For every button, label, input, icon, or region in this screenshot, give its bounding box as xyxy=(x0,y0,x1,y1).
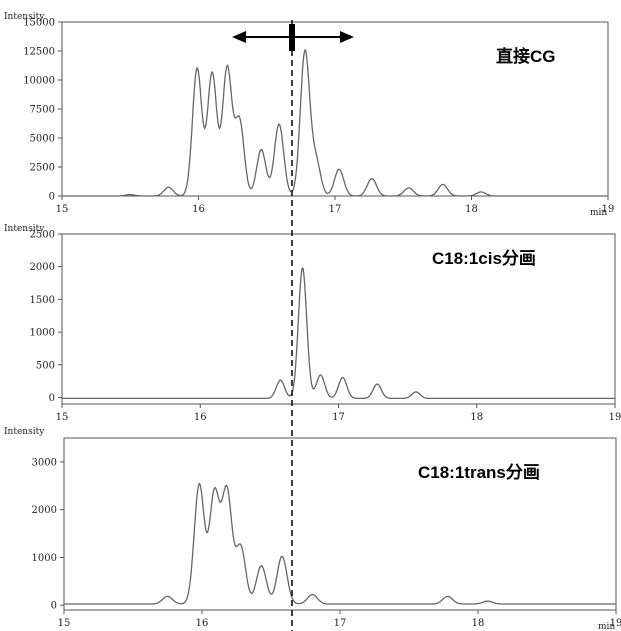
x-ticks: 15 16 17 18 19 xyxy=(56,196,615,215)
x-tick-label: 16 xyxy=(196,618,209,629)
y-ticks: 0 2500 5000 7500 10000 12500 15000 xyxy=(23,18,62,203)
x-tick-label: 17 xyxy=(332,412,345,423)
x-ticks: 15 16 17 18 19 xyxy=(56,404,621,423)
x-tick-label: 16 xyxy=(192,204,205,215)
x-tick-label: 18 xyxy=(472,618,485,629)
chromatogram-trace xyxy=(62,48,608,197)
y-tick-label: 2000 xyxy=(30,262,55,273)
y-axis-label: Intensity xyxy=(4,12,45,22)
y-tick-label: 500 xyxy=(36,360,55,371)
y-tick-label: 1500 xyxy=(30,295,55,306)
x-tick-label: 18 xyxy=(465,204,478,215)
x-tick-label: 16 xyxy=(194,412,207,423)
x-tick-label: 19 xyxy=(610,618,621,629)
y-ticks: 0 500 1000 1500 2000 2500 xyxy=(30,230,62,404)
double-arrow-icon xyxy=(232,24,354,51)
y-tick-label: 0 xyxy=(51,601,57,612)
x-tick-label: 19 xyxy=(609,412,621,423)
y-ticks: 0 1000 2000 3000 xyxy=(32,457,64,612)
x-axis-unit: min xyxy=(590,208,607,218)
x-tick-label: 18 xyxy=(470,412,483,423)
y-tick-label: 0 xyxy=(49,192,55,203)
y-tick-label: 0 xyxy=(49,393,55,404)
y-tick-label: 15000 xyxy=(23,18,55,29)
y-tick-label: 3000 xyxy=(32,457,57,468)
y-tick-label: 5000 xyxy=(30,134,55,145)
panel-label: 直接CG xyxy=(496,46,556,66)
chromatogram-trace xyxy=(64,482,616,605)
x-tick-label: 19 xyxy=(602,204,615,215)
x-tick-label: 17 xyxy=(334,618,347,629)
y-axis-label: Intensity xyxy=(4,427,45,437)
panel-direct-cg: Intensity 0 2500 5000 7500 10000 12500 15000 1… xyxy=(4,12,614,218)
panel-c18-1-trans: Intensity 0 1000 2000 3000 15 16 17 18 19 min C… xyxy=(4,427,621,631)
y-tick-label: 12500 xyxy=(23,47,55,58)
x-tick-label: 17 xyxy=(329,204,342,215)
y-tick-label: 10000 xyxy=(23,76,55,87)
panel-label: C18:1trans分画 xyxy=(418,463,540,482)
x-tick-label: 15 xyxy=(56,204,69,215)
y-tick-label: 2500 xyxy=(30,230,55,241)
x-tick-label: 15 xyxy=(58,618,71,629)
chromatogram-trace xyxy=(62,267,615,400)
x-axis-unit: min xyxy=(598,622,615,631)
y-tick-label: 1000 xyxy=(30,328,55,339)
y-tick-label: 2500 xyxy=(30,163,55,174)
x-tick-label: 15 xyxy=(56,412,69,423)
y-tick-label: 7500 xyxy=(30,105,55,116)
x-ticks: 15 16 17 18 19 xyxy=(58,610,621,629)
panel-label: C18:1cis分画 xyxy=(432,249,536,268)
y-axis-label: Intensity xyxy=(4,224,45,234)
y-tick-label: 1000 xyxy=(32,553,57,564)
y-tick-label: 2000 xyxy=(32,505,57,516)
